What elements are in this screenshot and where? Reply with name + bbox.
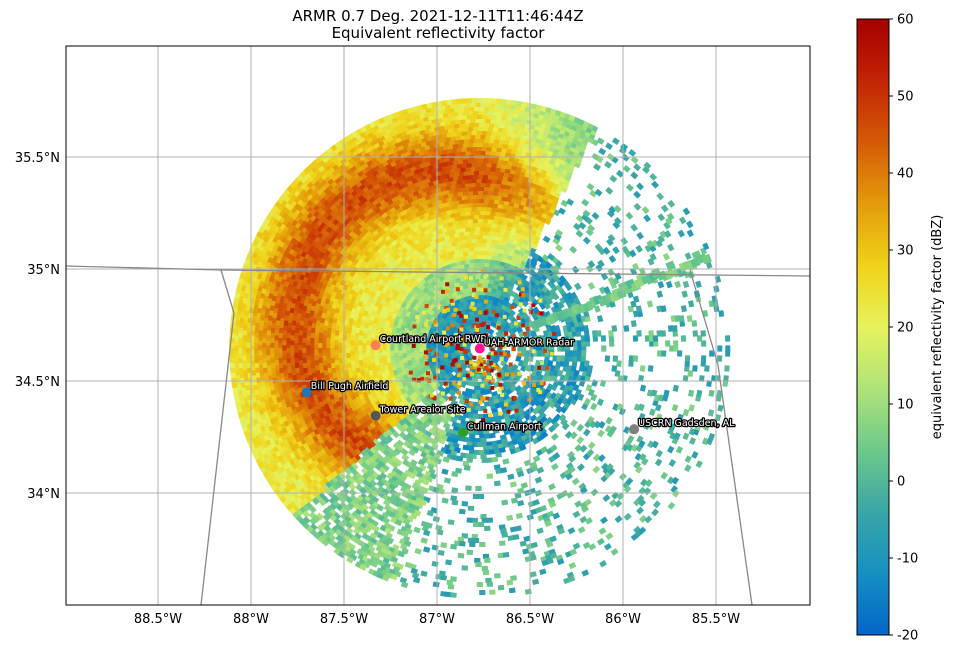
site-marker-dot [370,410,381,421]
colorbar-tick-label: 0 [897,475,905,490]
map-frame [65,45,811,606]
longitude-tick-label: 88°W [233,612,269,627]
latitude-tick-label: 34°N [27,487,60,502]
colorbar-tick-label: 30 [897,244,914,259]
longitude-tick-label: 85.5°W [692,612,740,627]
colorbar: -20 -10 0 10 20 30 40 50 60 equivalent reflectiv… [856,13,945,644]
gridlines [66,46,810,605]
site-marker-dot [629,424,640,435]
longitude-tick-label: 88.5°W [134,612,182,627]
colorbar-ticks: -20 -10 0 10 20 30 40 50 60 [889,13,918,644]
figure-title: ARMR 0.7 Deg. 2021-12-11T11:46:44Z [292,7,584,25]
colorbar-tick-label: 40 [897,167,914,182]
site-marker-dot [474,343,485,354]
site-marker-label: Tower Areaior Site [379,405,466,416]
colorbar-tick-label: -10 [897,552,918,567]
state-borders [66,265,810,605]
colorbar-gradient [856,18,890,636]
latitude-tick-label: 35.5°N [15,151,60,166]
colorbar-tick-label: 20 [897,321,914,336]
site-marker-label: UAH-ARMOR Radar [484,338,574,349]
site-marker-dot [458,427,469,438]
longitude-tick-label: 87°W [419,612,455,627]
figure-subtitle: Equivalent reflectivity factor [331,24,545,42]
site-marker-label: Cullman Airport [467,422,542,433]
colorbar-tick-label: 50 [897,90,914,105]
state-border-line [200,269,235,605]
longitude-tick-label: 87.5°W [320,612,368,627]
site-marker-dot [301,387,312,398]
colorbar-tick-label: -20 [897,629,918,644]
axis-ticks: 88.5°W 88°W 87.5°W 87°W 86.5°W 86°W 85.5°W 35.5… [15,151,740,627]
latitude-tick-label: 34.5°N [15,375,60,390]
latitude-tick-label: 35°N [27,263,60,278]
site-marker-label: Bill Pugh Airfield [311,381,389,392]
site-marker-dot [370,340,381,351]
longitude-tick-label: 86.5°W [506,612,554,627]
colorbar-tick-label: 60 [897,13,914,28]
longitude-tick-label: 86°W [605,612,641,627]
radar-reflectivity-layer [229,97,731,598]
colorbar-tick-label: 10 [897,398,914,413]
site-marker-label: Courtland Airport RWP [380,334,487,345]
state-border-line [689,269,753,605]
site-marker-label: USCRN Gadsden, AL [638,418,735,429]
colorbar-label: equivalent reflectivity factor (dBZ) [930,215,945,440]
